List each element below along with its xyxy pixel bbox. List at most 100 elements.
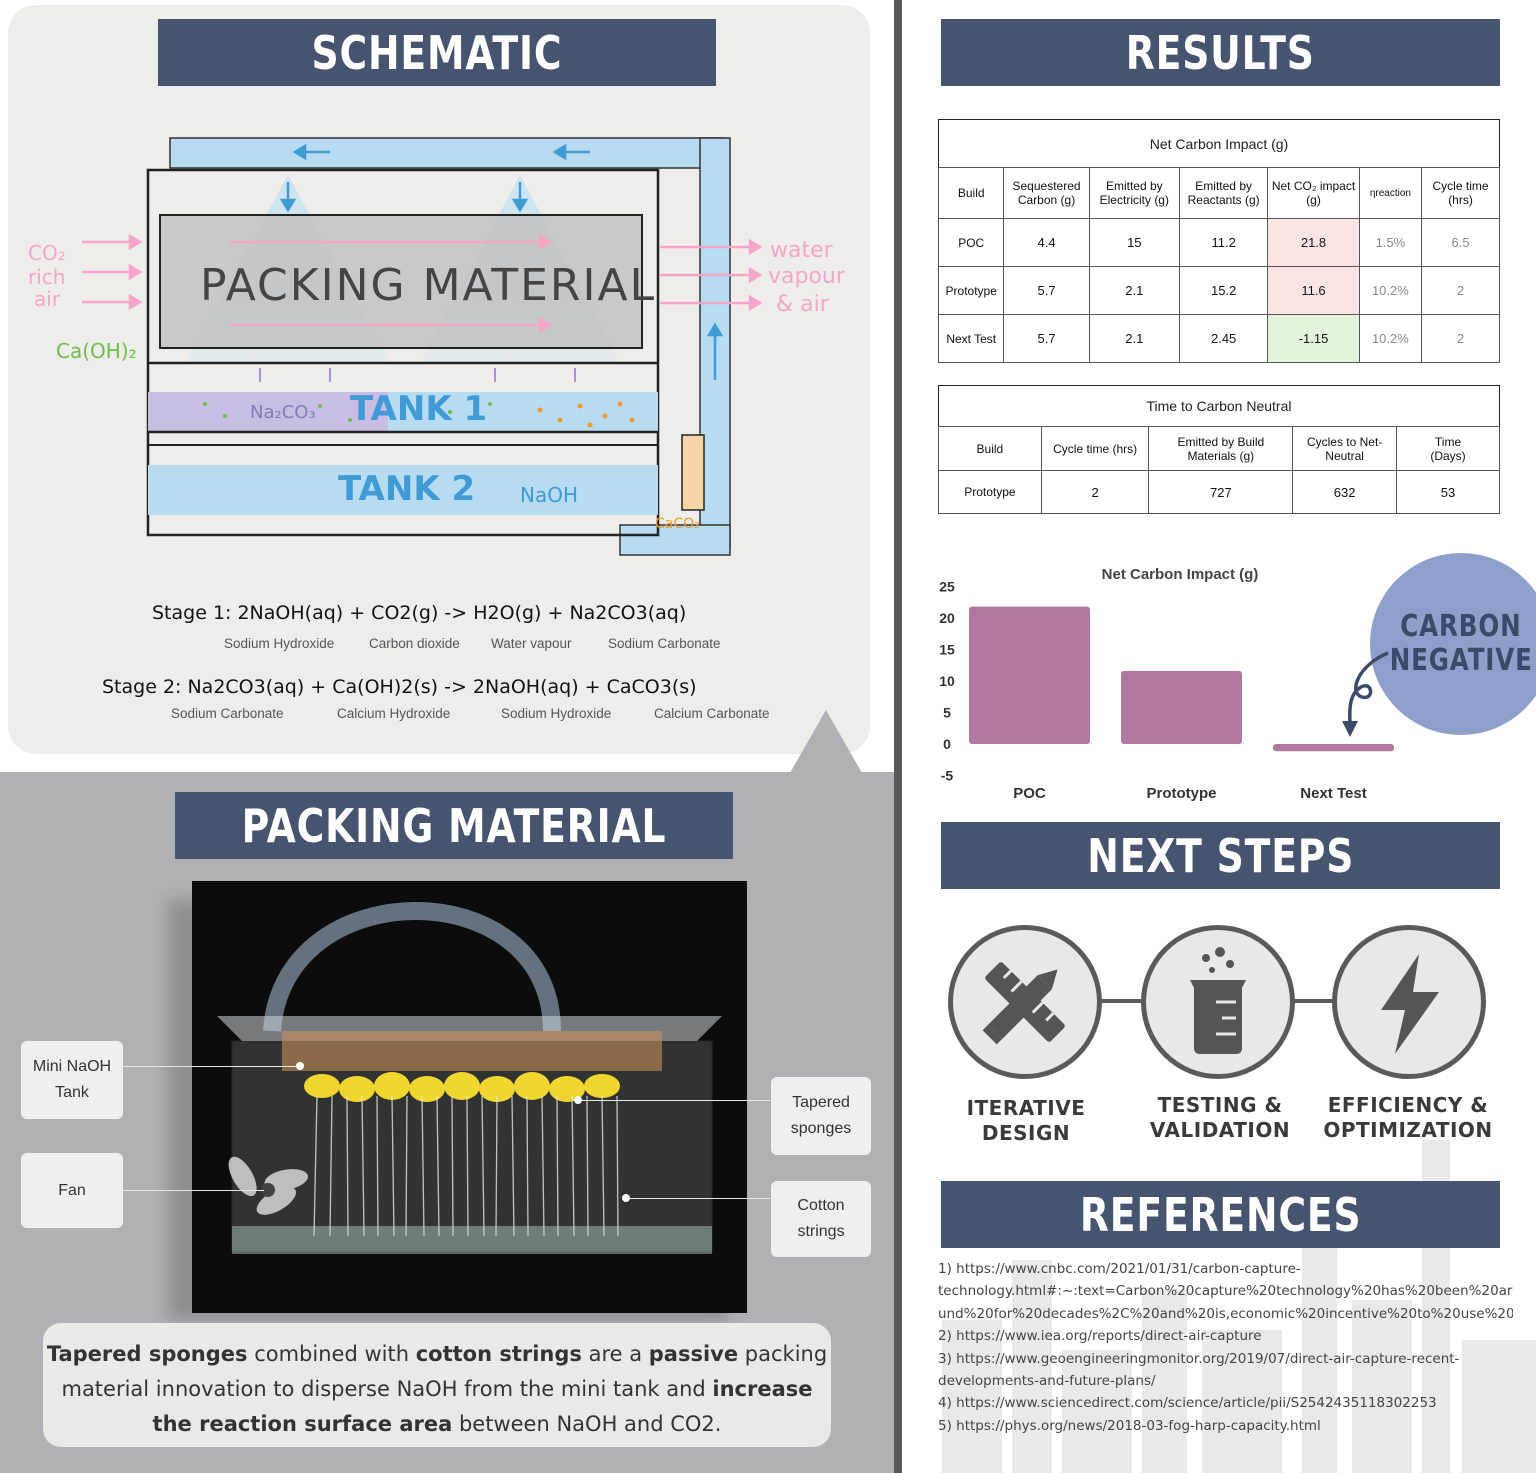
stage2-equation: Stage 2: Na2CO3(aq) + Ca(OH)2(s) -> 2NaO… (102, 676, 697, 698)
callout-strings: Cotton strings (771, 1181, 871, 1257)
svg-text:CaCO₃: CaCO₃ (655, 516, 700, 532)
callout-mini-tank: Mini NaOH Tank (21, 1041, 123, 1119)
reference-line[interactable]: 5) https://phys.org/news/2018-03-fog-har… (938, 1417, 1321, 1434)
bottom-pipe (619, 524, 731, 556)
step-testing-validation (1141, 925, 1295, 1079)
table-row: Prototype 2 727 632 53 (938, 470, 1500, 514)
y-tick-label: 25 (939, 579, 955, 595)
packing-banner: PACKING MATERIAL (175, 792, 733, 859)
reference-line[interactable]: 2) https://www.iea.org/reports/direct-ai… (938, 1328, 1262, 1345)
results-banner: RESULTS (941, 19, 1500, 86)
table-header: Cycles to Net-Neutral (1292, 426, 1398, 471)
schematic-banner: SCHEMATIC (158, 19, 716, 86)
next-steps-title: NEXT STEPS (1087, 828, 1354, 883)
chart-title: Net Carbon Impact (g) (1102, 566, 1259, 583)
y-tick-label: 15 (939, 642, 955, 658)
next-steps-banner: NEXT STEPS (941, 822, 1500, 889)
x-tick-label: POC (1013, 785, 1046, 802)
svg-text:& air: & air (776, 292, 830, 317)
y-tick-label: 5 (943, 705, 951, 721)
schematic-diagram: PACKING MATERIAL Na₂CO₃ TANK 1 TANK 2 Na… (28, 137, 846, 556)
x-tick-label: Next Test (1300, 785, 1366, 802)
references-banner: REFERENCES (941, 1181, 1500, 1248)
bar (1273, 744, 1394, 752)
ruler-pencil-icon (982, 962, 1065, 1045)
step-efficiency-optimization (1332, 925, 1486, 1079)
reference-line: technology.html#:~:text=Carbon%20capture… (938, 1283, 1513, 1300)
references-list: 1) https://www.cnbc.com/2021/01/31/carbo… (938, 1258, 1513, 1437)
references-title: REFERENCES (1079, 1187, 1362, 1242)
stage2-label: Calcium Carbonate (654, 706, 770, 721)
step-label: TESTING & VALIDATION (1149, 1093, 1291, 1142)
stage1-label: Carbon dioxide (369, 636, 460, 651)
tank-2 (148, 465, 658, 515)
bar (969, 606, 1090, 744)
side-pipe (699, 137, 731, 549)
packing-photo (192, 881, 747, 1313)
table-header: Emitted by Electricity (g) (1088, 167, 1181, 219)
table-header: Net CO₂ impact (g) (1267, 167, 1360, 219)
bar (1121, 670, 1242, 744)
callout-sponges: Tapered sponges (771, 1077, 871, 1155)
results-title: RESULTS (1125, 25, 1316, 80)
stage1-label: Sodium Carbonate (608, 636, 721, 651)
table-header: Emitted by Build Materials (g) (1148, 426, 1294, 471)
net-carbon-chart: Net Carbon Impact (g) 25 20 15 10 5 0 -5 POC Pr… (939, 566, 1394, 802)
y-tick-label: 10 (939, 673, 955, 689)
svg-text:NaOH: NaOH (520, 483, 578, 507)
x-tick-label: Prototype (1146, 785, 1216, 802)
stage2-label: Sodium Hydroxide (501, 706, 612, 721)
svg-text:TANK 1: TANK 1 (350, 389, 487, 429)
table-header: Cycle time (hrs) (1421, 167, 1500, 219)
table-header: Cycle time (hrs) (1040, 426, 1150, 471)
callout-pointer (790, 710, 862, 773)
stage2-label: Calcium Hydroxide (337, 706, 451, 721)
callout-fan: Fan (21, 1153, 123, 1228)
top-pipe (169, 137, 726, 169)
table-header: Emitted by Reactants (g) (1178, 167, 1269, 219)
column-divider (894, 0, 902, 1473)
stage1-label: Water vapour (491, 636, 572, 651)
carbon-neutral-table: Build Cycle time (hrs) Emitted by Build … (938, 426, 1500, 514)
table-row: Next Test 5.7 2.1 2.45 -1.15 10.2% 2 (937, 314, 1500, 363)
packing-title: PACKING MATERIAL (241, 798, 667, 853)
svg-text:CO₂: CO₂ (28, 241, 66, 265)
table-header: Build (938, 426, 1042, 471)
svg-text:air: air (34, 287, 61, 311)
reference-line: 1) https://www.cnbc.com/2021/01/31/carbo… (938, 1261, 1301, 1277)
table-header: Sequestered Carbon (g) (1003, 167, 1090, 219)
net-carbon-table: Build Sequestered Carbon (g) Emitted by … (937, 167, 1500, 363)
lightning-icon (1381, 954, 1439, 1054)
stage1-label: Sodium Hydroxide (224, 636, 335, 651)
svg-text:Na₂CO₃: Na₂CO₃ (250, 402, 316, 423)
net-table-title: Net Carbon Impact (g) (938, 119, 1500, 167)
svg-text:water: water (770, 238, 834, 263)
reference-line: und%20for%20decades%2C%20and%20is,econom… (938, 1305, 1513, 1322)
curly-arrow-icon (1342, 651, 1389, 737)
city-skyline-watermark (942, 1140, 1536, 1473)
table-header: Time (Days) (1396, 426, 1500, 471)
svg-text:TANK 2: TANK 2 (338, 469, 475, 509)
neutral-table-title: Time to Carbon Neutral (938, 385, 1500, 426)
svg-text:Ca(OH)₂: Ca(OH)₂ (56, 339, 137, 363)
step-label: EFFICIENCY & OPTIMIZATION (1323, 1093, 1493, 1142)
reference-line: 3) https://www.geoengineeringmonitor.org… (938, 1350, 1460, 1367)
beaker-icon (1190, 947, 1246, 1054)
carbon-negative-badge: CARBON NEGATIVE (1370, 553, 1536, 735)
fan-icon (228, 1156, 309, 1215)
svg-text:vapour: vapour (768, 264, 846, 289)
packing-description: Tapered sponges combined with cotton str… (43, 1323, 831, 1447)
reference-line: developments-and-future-plans/ (938, 1373, 1156, 1390)
table-header: Build (937, 167, 1005, 219)
schematic-title: SCHEMATIC (311, 25, 563, 80)
stage1-equation: Stage 1: 2NaOH(aq) + CO2(g) -> H2O(g) + … (152, 602, 687, 624)
table-row: POC 4.4 15 11.2 21.8 1.5% 6.5 (937, 218, 1500, 267)
table-row: Prototype 5.7 2.1 15.2 11.6 10.2% 2 (937, 266, 1500, 315)
stage2-label: Sodium Carbonate (171, 706, 284, 721)
step-label: ITERATIVE DESIGN (966, 1096, 1086, 1145)
main-housing (146, 168, 660, 537)
y-tick-label: 20 (939, 610, 955, 626)
y-tick-label: -5 (941, 768, 954, 784)
packing-material-label: PACKING MATERIAL (200, 260, 656, 311)
reference-line[interactable]: 4) https://www.sciencedirect.com/science… (938, 1395, 1437, 1412)
